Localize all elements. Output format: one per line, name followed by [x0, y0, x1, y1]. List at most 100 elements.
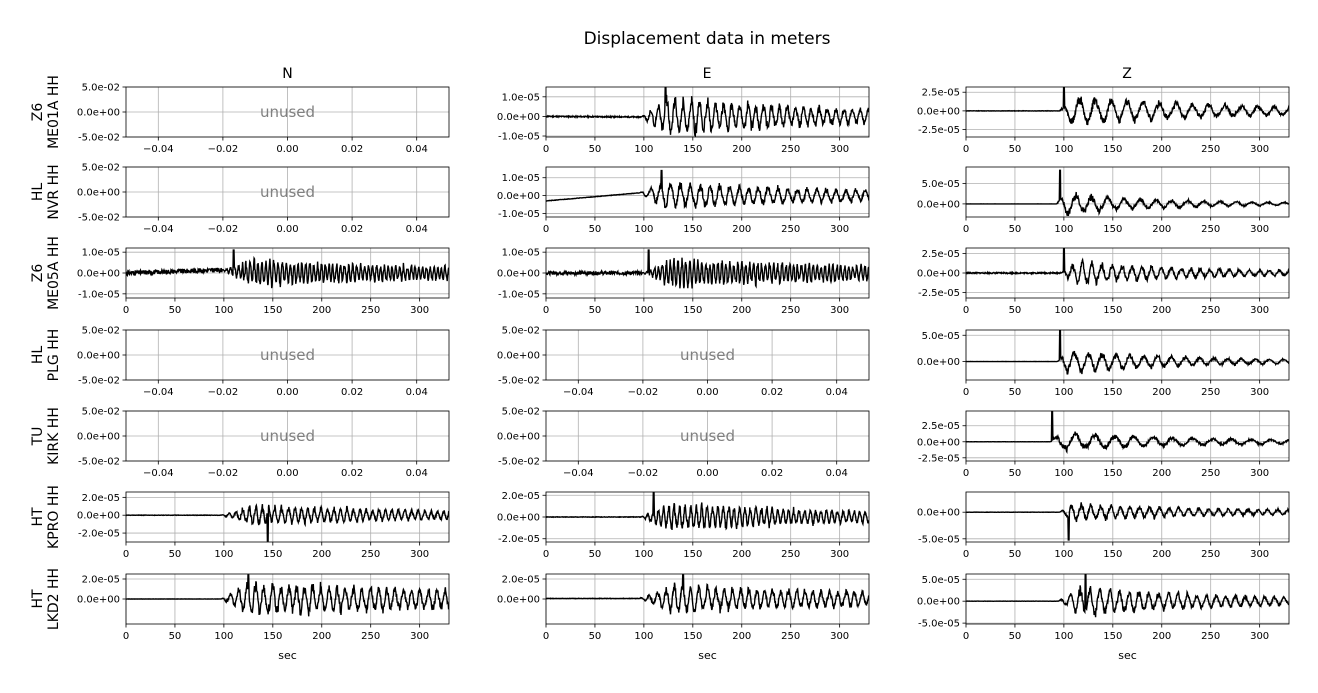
x-tick-label: 50 [1009, 224, 1022, 235]
subplot: 0 50 100 150 200 250 300 5.0e-05 0.0e+00 [917, 166, 1290, 235]
x-tick-label: 0.00 [696, 468, 718, 479]
x-tick-label: 100 [1054, 387, 1073, 398]
series-line [966, 87, 1289, 126]
x-axis-label: sec [698, 649, 717, 662]
figure-title: Displacement data in meters [584, 29, 831, 49]
x-tick-label: 300 [410, 549, 429, 560]
axes-frame [965, 86, 1290, 138]
x-tick-label: 250 [1201, 387, 1220, 398]
x-tick-label: 50 [589, 549, 602, 560]
x-tick-label: 200 [312, 631, 331, 642]
x-tick-label: −0.02 [628, 387, 659, 398]
x-tick-label: 50 [589, 144, 602, 155]
subplot: 0 50 100 150 200 250 300 1.0e-05 0.0e+00 -1.0e-05 [497, 247, 870, 316]
x-tick-label: 150 [1103, 224, 1122, 235]
x-tick-label: 200 [732, 305, 751, 316]
x-tick-label: 200 [312, 549, 331, 560]
row-network-label: HL [30, 183, 46, 202]
x-tick-label: 0 [963, 468, 969, 479]
y-tick-label: 0.0e+00 [497, 595, 540, 606]
x-tick-label: 200 [732, 224, 751, 235]
y-tick-label: 0.0e+00 [77, 511, 120, 522]
x-tick-label: 0.04 [406, 468, 428, 479]
x-tick-label: −0.02 [628, 468, 659, 479]
x-tick-label: 300 [1250, 144, 1269, 155]
subplot: 0 50 100 150 200 250 300 2.5e-05 0.0e+00 -2.5e-05 [917, 86, 1290, 155]
x-tick-label: 100 [634, 549, 653, 560]
y-tick-label: 0.0e+00 [77, 595, 120, 606]
x-tick-label: 300 [410, 305, 429, 316]
row-label: HL PLG HH [30, 329, 62, 382]
x-tick-label: 250 [781, 144, 800, 155]
unused-label: unused [260, 427, 315, 445]
x-tick-label: 50 [169, 305, 182, 316]
x-tick-label: 250 [361, 549, 380, 560]
x-tick-label: 150 [1103, 305, 1122, 316]
row-station-label: KIRK HH [46, 407, 62, 465]
x-tick-label: 50 [1009, 631, 1022, 642]
x-tick-label: 200 [732, 144, 751, 155]
axes-frame [965, 166, 1290, 218]
x-tick-label: 200 [1152, 468, 1171, 479]
x-tick-label: 50 [1009, 144, 1022, 155]
x-tick-label: 250 [1201, 468, 1220, 479]
x-tick-label: 200 [1152, 305, 1171, 316]
x-tick-label: 250 [781, 549, 800, 560]
y-tick-label: 0.0e+00 [917, 597, 960, 608]
y-tick-label: 0.0e+00 [497, 191, 540, 202]
subplot: 0 50 100 150 200 250 300 2.0e-05 0.0e+00 -2.0e-05 [497, 491, 870, 560]
y-tick-label: 2.5e-05 [922, 249, 960, 260]
x-tick-label: 50 [589, 224, 602, 235]
y-tick-label: 5.0e-05 [922, 179, 960, 190]
x-tick-label: 100 [634, 305, 653, 316]
x-tick-label: 0.00 [696, 387, 718, 398]
y-tick-label: 5.0e-02 [502, 407, 540, 418]
x-tick-label: 50 [1009, 549, 1022, 560]
y-tick-label: 0.0e+00 [77, 269, 120, 280]
y-tick-label: 2.0e-05 [82, 575, 120, 586]
series-line [546, 492, 869, 531]
y-tick-label: -1.0e-05 [498, 209, 540, 220]
x-tick-label: 100 [214, 305, 233, 316]
row-label: TU KIRK HH [30, 407, 62, 465]
y-tick-label: 0.0e+00 [77, 351, 120, 362]
axes-frame [545, 166, 870, 218]
x-tick-label: 0 [543, 631, 549, 642]
x-tick-label: 0 [963, 387, 969, 398]
y-tick-label: -5.0e-02 [498, 376, 540, 387]
row-station-label: PLG HH [46, 329, 62, 382]
subplot: unused −0.04 −0.02 0.00 0.02 0.04 5.0e-02 0.0e+… [77, 163, 450, 235]
x-tick-label: 150 [1103, 144, 1122, 155]
y-tick-label: 1.0e-05 [82, 248, 120, 259]
y-tick-label: 5.0e-02 [82, 163, 120, 174]
row-label: Z6 ME01A HH [30, 75, 62, 149]
y-tick-label: -2.0e-05 [78, 529, 120, 540]
subplot: unused −0.04 −0.02 0.00 0.02 0.04 5.0e-02 0.0e+… [497, 326, 870, 398]
row-network-label: TU [30, 427, 46, 447]
x-tick-label: −0.02 [208, 224, 239, 235]
y-tick-label: -5.0e-02 [78, 457, 120, 468]
subplot: 0 50 100 150 200 250 300 2.0e-05 0.0e+00 sec [77, 573, 450, 662]
row-station-label: ME05A HH [46, 236, 62, 310]
x-tick-label: 0.00 [276, 144, 298, 155]
x-tick-label: 300 [1250, 305, 1269, 316]
series-line [966, 248, 1289, 287]
x-tick-label: 250 [1201, 144, 1220, 155]
subplot: 0 50 100 150 200 250 300 5.0e-05 0.0e+00 -5.0e-05… [917, 573, 1290, 662]
x-tick-label: 0 [543, 305, 549, 316]
x-tick-label: 100 [1054, 468, 1073, 479]
y-tick-label: -2.5e-05 [918, 288, 960, 299]
unused-label: unused [260, 103, 315, 121]
y-tick-label: -2.0e-05 [498, 534, 540, 545]
y-tick-label: 0.0e+00 [917, 269, 960, 280]
x-axis-label: sec [1118, 649, 1137, 662]
x-tick-label: −0.04 [143, 144, 174, 155]
x-tick-label: 0.02 [341, 468, 363, 479]
x-tick-label: 300 [1250, 631, 1269, 642]
row-label: Z6 ME05A HH [30, 236, 62, 310]
y-tick-label: -5.0e-02 [78, 133, 120, 144]
x-tick-label: 100 [1054, 305, 1073, 316]
x-tick-label: 0 [543, 549, 549, 560]
series-line [546, 169, 869, 210]
subplot: 0 50 100 150 200 250 300 1.0e-05 0.0e+00 -1.0e-05 [497, 86, 870, 155]
